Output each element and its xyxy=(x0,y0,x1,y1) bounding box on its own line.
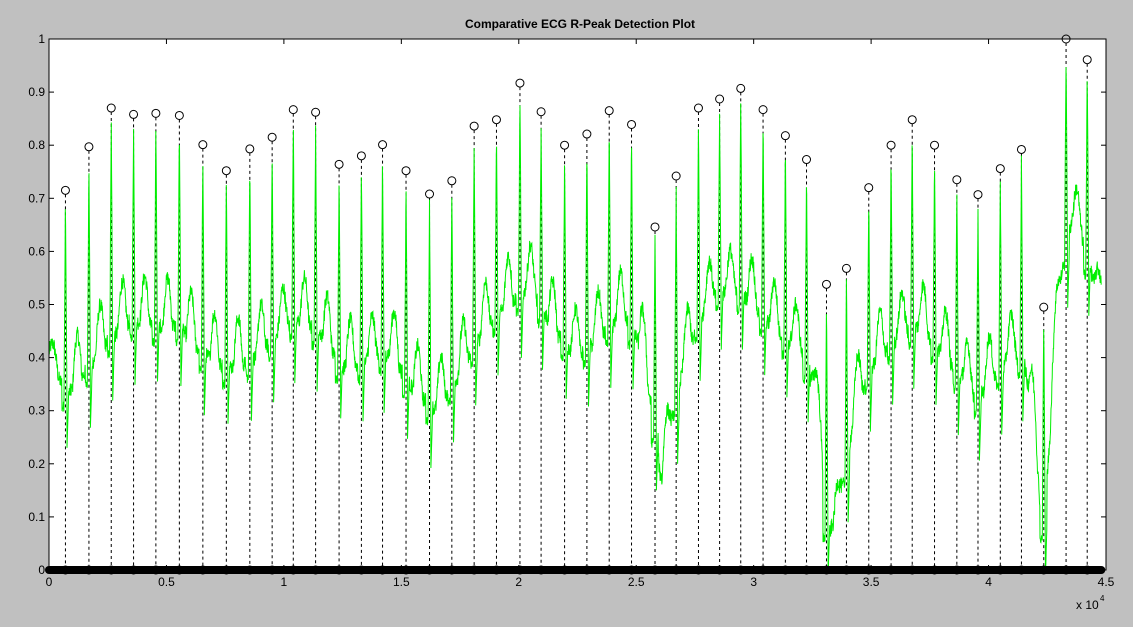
r-peak-marker xyxy=(802,155,812,165)
r-peak-stems-layer xyxy=(64,43,1088,570)
r-peak-marker xyxy=(952,175,962,185)
x-tick-label: 1 xyxy=(281,575,288,589)
r-peak-marker xyxy=(311,107,321,117)
r-peak-marker xyxy=(715,94,725,104)
x-tick-label: 4 xyxy=(985,575,992,589)
r-peak-marker xyxy=(288,105,298,115)
x-exponent-power: 4 xyxy=(1100,594,1105,603)
x-axis-exponent: x 10 4 xyxy=(1076,594,1105,612)
r-peak-marker xyxy=(356,151,366,161)
x-axis-ticks: 0 0.5 1 1.5 2 2.5 3 3.5 4 4.5 xyxy=(46,39,1115,589)
r-peak-marker xyxy=(841,263,851,273)
r-peak-marker xyxy=(267,132,277,142)
x-tick-label: 1.5 xyxy=(393,575,410,589)
r-peak-marker xyxy=(1039,302,1049,312)
r-peak-marker xyxy=(334,159,344,169)
r-peak-marker xyxy=(60,185,70,195)
r-peak-marker xyxy=(582,129,592,139)
r-peak-marker xyxy=(401,166,411,176)
y-tick-label: 1 xyxy=(38,32,45,46)
y-tick-label: 0.9 xyxy=(28,85,45,99)
y-tick-label: 0.8 xyxy=(28,138,45,152)
x-tick-label: 0.5 xyxy=(158,575,175,589)
r-peak-marker xyxy=(198,140,208,150)
r-peak-marker xyxy=(821,279,831,289)
x-tick-label: 0 xyxy=(46,575,53,589)
r-peak-marker xyxy=(560,140,570,150)
x-tick-label: 2 xyxy=(515,575,522,589)
r-peak-marker xyxy=(995,164,1005,174)
y-tick-label: 0.6 xyxy=(28,244,45,258)
r-peak-marker xyxy=(671,171,681,181)
x-tick-label: 4.5 xyxy=(1098,575,1115,589)
r-peak-marker xyxy=(604,106,614,116)
r-peak-marker xyxy=(693,103,703,113)
r-peak-marker xyxy=(84,142,94,152)
y-tick-label: 0.3 xyxy=(28,404,45,418)
ecg-signal-layer xyxy=(48,67,1102,571)
r-peak-marker xyxy=(736,83,746,93)
r-peak-marker xyxy=(650,222,660,232)
r-peak-marker xyxy=(425,189,435,199)
x-tick-label: 3.5 xyxy=(863,575,880,589)
r-peak-marker xyxy=(491,115,501,125)
r-peak-marker xyxy=(1082,55,1092,65)
r-peak-marker xyxy=(907,115,917,125)
y-tick-label: 0.5 xyxy=(28,298,45,312)
x-tick-label: 2.5 xyxy=(628,575,645,589)
r-peak-marker xyxy=(129,109,139,119)
y-tick-label: 0.4 xyxy=(28,351,45,365)
y-tick-label: 0.1 xyxy=(28,510,45,524)
r-peak-marker xyxy=(536,107,546,117)
r-peak-marker xyxy=(469,121,479,131)
r-peak-marker xyxy=(864,183,874,193)
chart-title: Comparative ECG R-Peak Detection Plot xyxy=(465,17,695,31)
r-peak-marker xyxy=(627,119,637,129)
r-peak-marker xyxy=(174,110,184,120)
r-peak-marker xyxy=(973,190,983,200)
x-exponent-base: x 10 xyxy=(1076,598,1099,612)
r-peak-marker xyxy=(447,176,457,186)
x-tick-label: 3 xyxy=(750,575,757,589)
r-peak-marker xyxy=(930,140,940,150)
y-tick-label: 0.7 xyxy=(28,191,45,205)
r-peak-marker xyxy=(106,103,116,113)
r-peak-marker xyxy=(221,166,231,176)
y-tick-label: 0 xyxy=(38,563,45,577)
ecg-signal-line xyxy=(48,67,1102,571)
r-peak-marker xyxy=(1016,144,1026,154)
r-peak-marker xyxy=(780,131,790,141)
plot-area xyxy=(49,39,1106,570)
r-peak-markers-layer xyxy=(60,34,1092,312)
y-axis-ticks: 0 0.1 0.2 0.3 0.4 0.5 0.6 0.7 0.8 0.9 1 xyxy=(28,32,1106,577)
r-peak-marker xyxy=(245,144,255,154)
r-peak-marker xyxy=(886,140,896,150)
r-peak-marker xyxy=(151,108,161,118)
r-peak-marker xyxy=(378,140,388,150)
y-tick-label: 0.2 xyxy=(28,457,45,471)
r-peak-marker xyxy=(515,78,525,88)
r-peak-marker xyxy=(758,105,768,115)
